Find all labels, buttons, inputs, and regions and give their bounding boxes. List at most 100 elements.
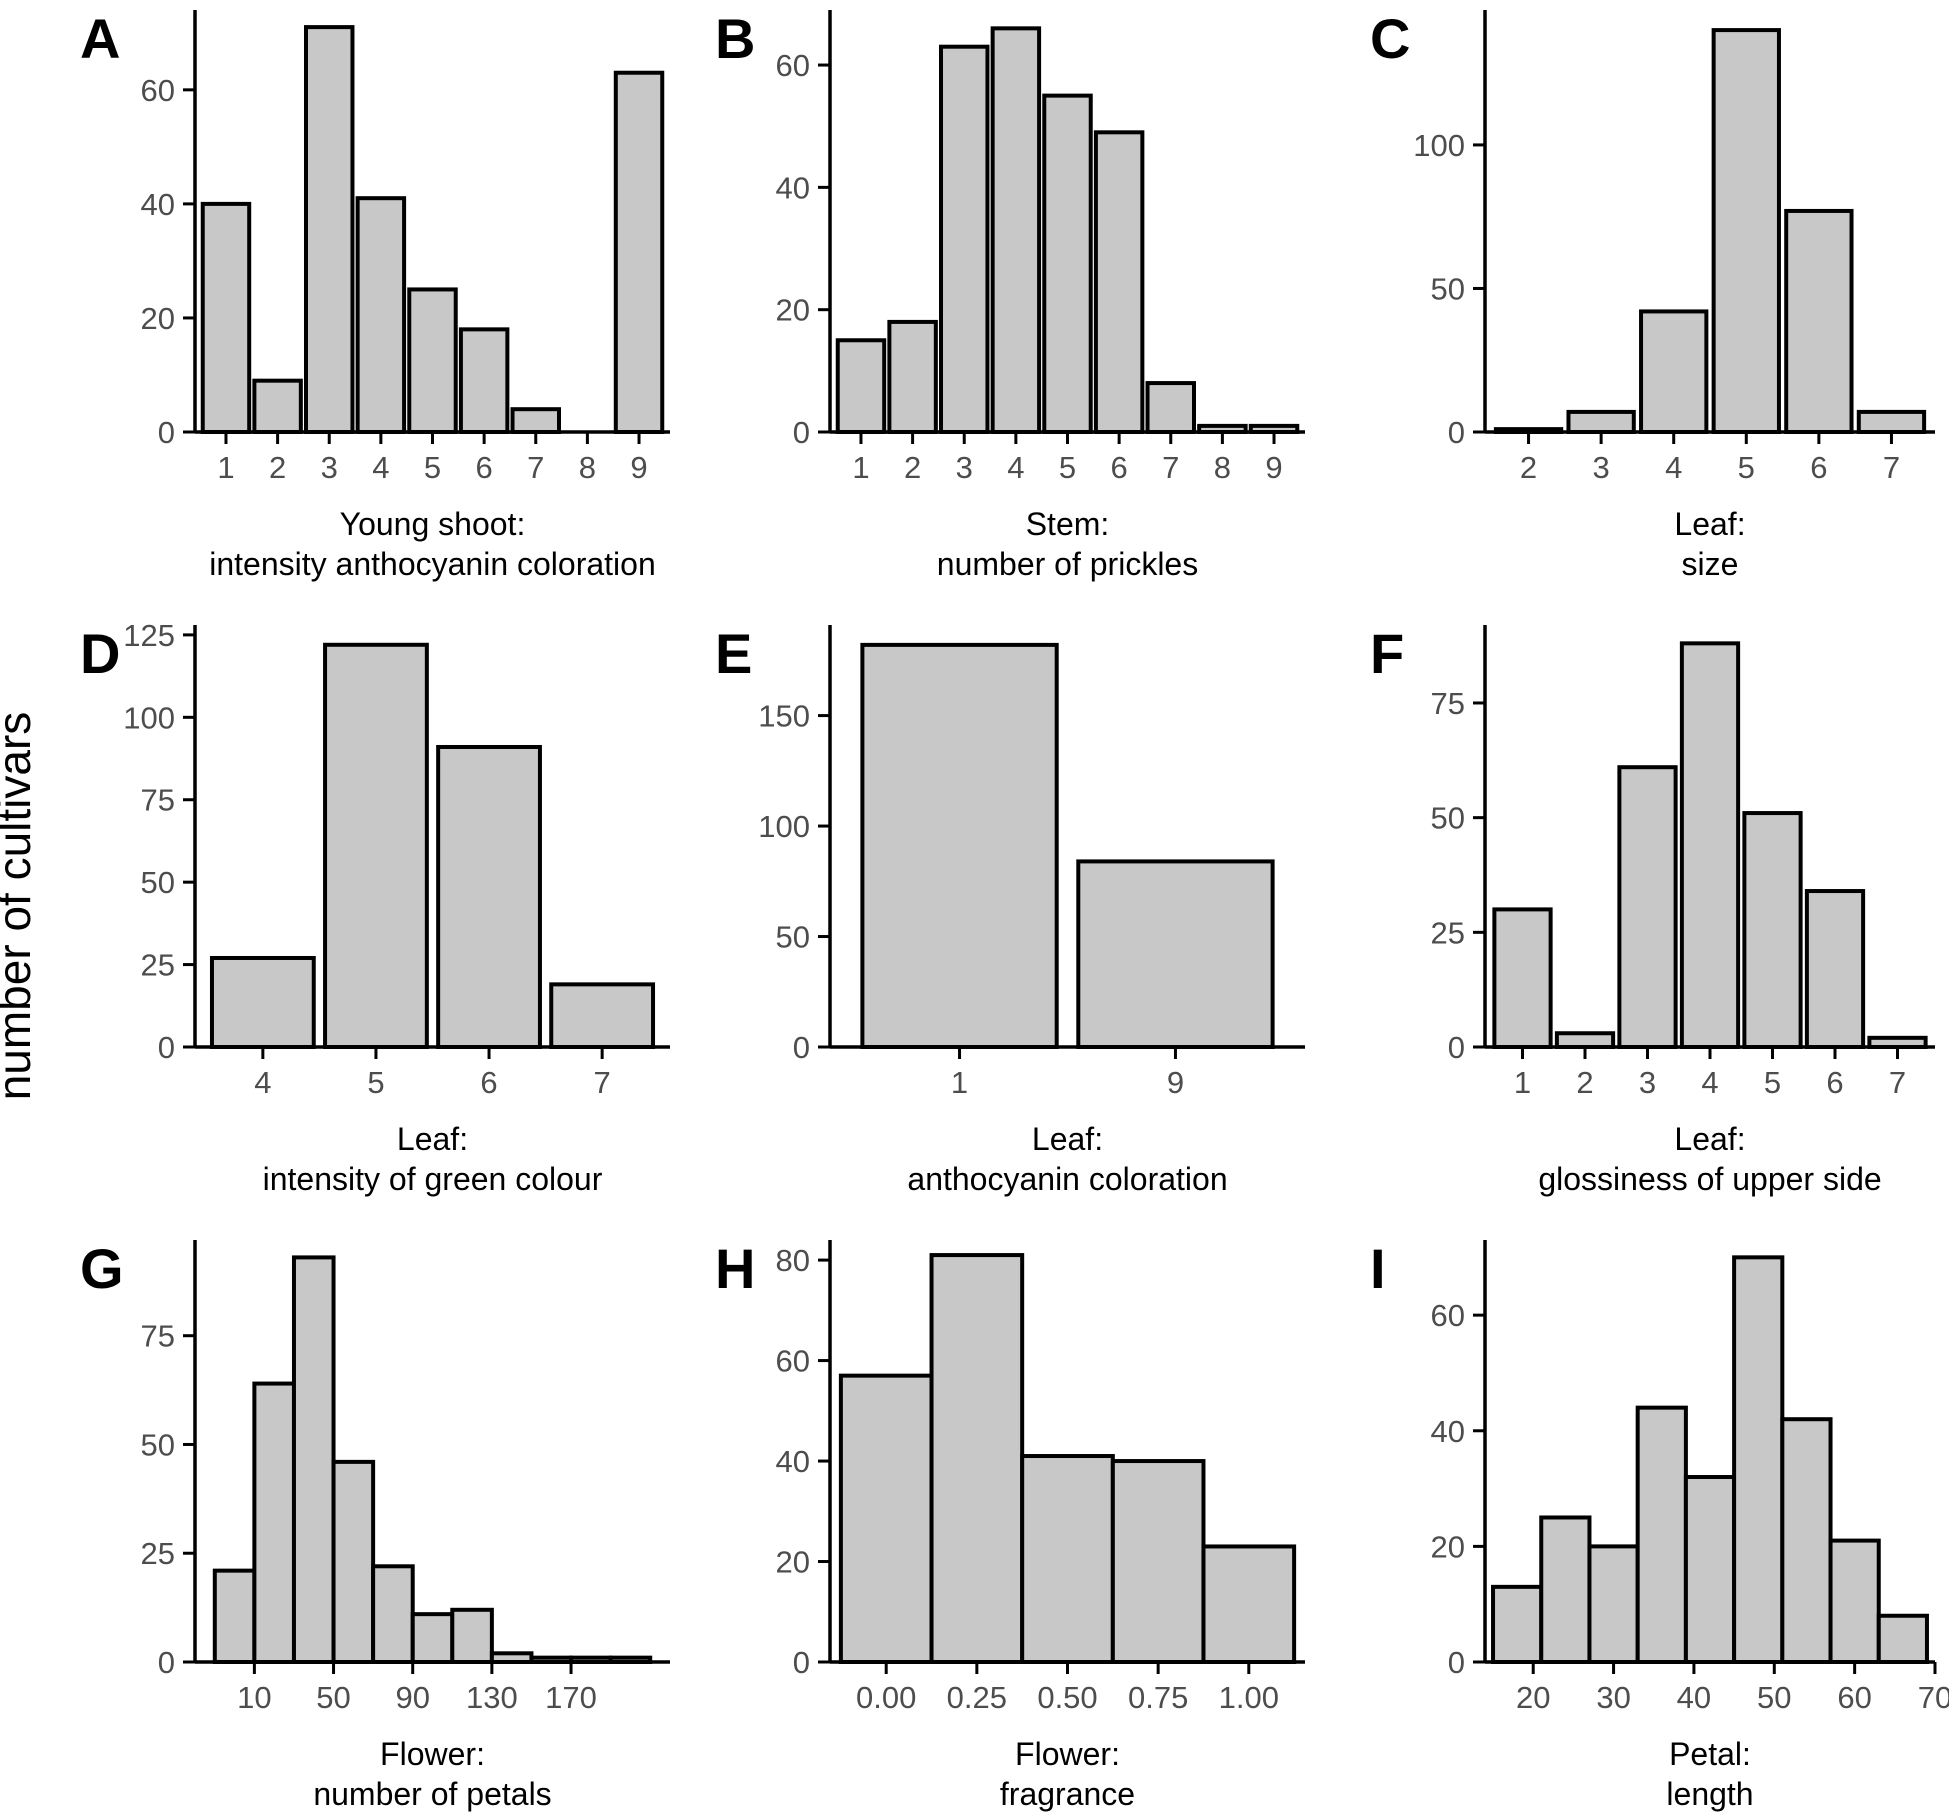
panel-a-bar bbox=[304, 25, 355, 435]
panel-h-y-tick-label: 0 bbox=[793, 1645, 810, 1680]
panel-i-letter: I bbox=[1370, 1237, 1386, 1300]
panel-e: E 0 50 100 150 1 9 Leaf: anthocyanin coloration bbox=[715, 622, 1305, 1197]
panel-i-x-tick-label: 40 bbox=[1677, 1680, 1711, 1715]
panel-i-y-tick-label: 40 bbox=[1431, 1414, 1465, 1449]
panel-i-x-title-line: length bbox=[1666, 1776, 1753, 1812]
panel-b-bar bbox=[1248, 423, 1300, 435]
panel-d-y-tick-label: 0 bbox=[158, 1030, 175, 1065]
panel-b-x-tick-label: 6 bbox=[1111, 450, 1128, 485]
panel-a-letter: A bbox=[80, 7, 120, 70]
panel-i-y-tick-label: 20 bbox=[1431, 1529, 1465, 1564]
panel-g-bar bbox=[252, 1381, 296, 1664]
panel-b-y-tick-label: 20 bbox=[776, 293, 810, 328]
panel-b-x-tick-label: 4 bbox=[1007, 450, 1024, 485]
panel-b-x-tick-label: 3 bbox=[956, 450, 973, 485]
panel-b-bar bbox=[1093, 130, 1145, 434]
panel-f-x-tick-label: 5 bbox=[1764, 1065, 1781, 1100]
panel-f: F 0 25 50 75 1 2 3 4 5 6 7 Leaf: glossiness of upper … bbox=[1370, 622, 1935, 1197]
panel-e-letter: E bbox=[715, 622, 752, 685]
panel-f-bar bbox=[1617, 765, 1678, 1050]
panel-d-x-tick-label: 4 bbox=[254, 1065, 271, 1100]
panel-g-bar bbox=[291, 1255, 336, 1665]
panel-h-y-tick-label: 40 bbox=[776, 1444, 810, 1479]
panel-i: I 0 20 40 60 20 30 40 50 60 70 Petal: length bbox=[1370, 1237, 1949, 1812]
panel-e-x-tick-label: 9 bbox=[1167, 1065, 1184, 1100]
panel-c-letter: C bbox=[1370, 7, 1410, 70]
panel-d-bar bbox=[549, 982, 656, 1049]
panel-i-x-tick-label: 20 bbox=[1516, 1680, 1550, 1715]
panel-i-bar bbox=[1683, 1475, 1737, 1664]
panel-b-x-title-line: Stem: bbox=[1026, 506, 1110, 542]
panel-d-bar bbox=[323, 642, 429, 1049]
panel-g-bar bbox=[529, 1655, 574, 1665]
panel-e-y-tick-label: 50 bbox=[776, 920, 810, 955]
panel-a-x-tick-label: 5 bbox=[424, 450, 441, 485]
panel-c-x-tick-label: 3 bbox=[1593, 450, 1610, 485]
panel-b-x-tick-label: 5 bbox=[1059, 450, 1076, 485]
panel-g-bar bbox=[212, 1568, 257, 1664]
panel-c-bar bbox=[1493, 427, 1564, 434]
panel-i-x-tick-label: 60 bbox=[1837, 1680, 1871, 1715]
panel-g-x-tick-label: 130 bbox=[466, 1680, 518, 1715]
panel-f-y-tick-label: 75 bbox=[1431, 686, 1465, 721]
panel-h-x-tick-label: 0.50 bbox=[1037, 1680, 1097, 1715]
panel-f-x-tick-label: 6 bbox=[1826, 1065, 1843, 1100]
panel-g-bar bbox=[331, 1459, 376, 1665]
panel-b-y-tick-label: 0 bbox=[793, 415, 810, 450]
panel-a-x-tick-label: 9 bbox=[630, 450, 647, 485]
panel-c-x-tick-label: 2 bbox=[1520, 450, 1537, 485]
panel-f-bar bbox=[1867, 1035, 1928, 1049]
panel-b-bar bbox=[887, 319, 938, 435]
panel-d-x-tick-label: 6 bbox=[480, 1065, 497, 1100]
panel-f-y-tick-label: 0 bbox=[1448, 1030, 1465, 1065]
panel-h-y-tick-label: 20 bbox=[776, 1545, 810, 1580]
panel-b-x-tick-label: 2 bbox=[904, 450, 921, 485]
panel-c-y-tick-label: 0 bbox=[1448, 415, 1465, 450]
panel-a-y-tick-label: 40 bbox=[141, 187, 175, 222]
panel-d-y-tick-label: 75 bbox=[141, 783, 175, 818]
panel-c-bar bbox=[1639, 309, 1709, 434]
panel-b-x-title-line: number of prickles bbox=[937, 546, 1198, 582]
panel-h-x-title-line: Flower: bbox=[1015, 1736, 1120, 1772]
panel-h-x-tick-label: 0.75 bbox=[1128, 1680, 1188, 1715]
panel-h-y-tick-label: 80 bbox=[776, 1243, 810, 1278]
panel-g-y-tick-label: 75 bbox=[141, 1319, 175, 1354]
panel-b-y-tick-label: 60 bbox=[776, 48, 810, 83]
panel-f-x-tick-label: 1 bbox=[1514, 1065, 1531, 1100]
panel-a: A 0 20 40 60 1 2 3 4 5 6 7 8 9 Young shoot: intensity a… bbox=[80, 7, 670, 582]
panel-f-bar bbox=[1492, 907, 1553, 1049]
panel-g-bar bbox=[450, 1607, 494, 1665]
panel-i-bar bbox=[1491, 1584, 1544, 1665]
panel-c-x-tick-label: 6 bbox=[1810, 450, 1827, 485]
panel-d: D 0 25 50 75 100 125 4 5 6 7 Leaf: intensity of gree… bbox=[80, 618, 670, 1197]
panel-f-bar bbox=[1554, 1031, 1616, 1050]
panel-g-bar bbox=[489, 1651, 534, 1664]
panel-c-bar bbox=[1856, 409, 1927, 434]
panel-b-bar bbox=[1042, 93, 1093, 434]
panel-d-y-tick-label: 100 bbox=[123, 700, 175, 735]
panel-g-letter: G bbox=[80, 1237, 124, 1300]
panel-g-x-tick-label: 10 bbox=[237, 1680, 271, 1715]
panel-h-bar bbox=[838, 1373, 934, 1664]
panel-a-x-tick-label: 6 bbox=[476, 450, 493, 485]
panel-d-y-tick-label: 125 bbox=[123, 618, 175, 653]
panel-a-bar bbox=[510, 407, 561, 434]
panel-a-bar bbox=[252, 378, 303, 435]
panel-g-x-tick-label: 50 bbox=[316, 1680, 350, 1715]
panel-d-x-title-line: intensity of green colour bbox=[263, 1161, 603, 1197]
panel-c-bar bbox=[1711, 28, 1781, 434]
panel-g-bar bbox=[371, 1564, 415, 1665]
panel-g-y-tick-label: 25 bbox=[141, 1536, 175, 1571]
panel-c-x-tick-label: 7 bbox=[1883, 450, 1900, 485]
panel-b-bar bbox=[1197, 423, 1248, 435]
panel-a-x-title-line: intensity anthocyanin coloration bbox=[209, 546, 656, 582]
panel-c-bar bbox=[1784, 208, 1854, 434]
panel-i-bar bbox=[1876, 1613, 1929, 1664]
panel-a-bar bbox=[613, 70, 665, 434]
panel-f-y-tick-label: 50 bbox=[1431, 801, 1465, 836]
panel-f-bar bbox=[1804, 889, 1866, 1049]
panel-d-bar bbox=[436, 744, 542, 1049]
panel-e-y-tick-label: 0 bbox=[793, 1030, 810, 1065]
